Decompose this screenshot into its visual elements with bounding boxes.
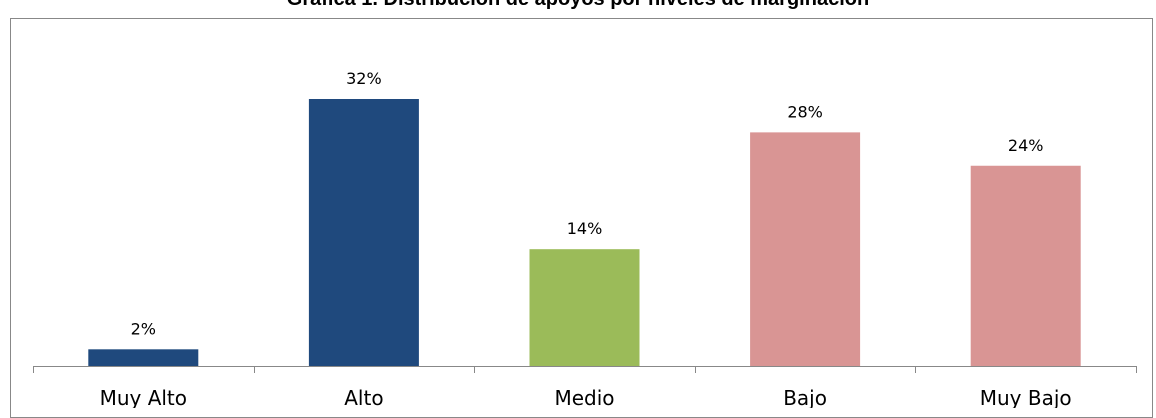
bar-chart: 2% Muy Alto 32% Alto 14% Medio 28% Bajo 24% Muy B… [33, 69, 1137, 408]
bar-muy-bajo [970, 165, 1081, 366]
chart-title: Gráfica 1. Distribución de apoyos por ni… [0, 0, 1156, 11]
bar-alto [308, 99, 419, 366]
category-label: Bajo [783, 386, 827, 408]
category-label: Alto [344, 386, 383, 408]
bar-medio [529, 249, 640, 366]
bar-bajo [750, 132, 861, 366]
category-label: Medio [554, 386, 614, 408]
data-label: 2% [131, 319, 156, 338]
data-label: 28% [787, 102, 823, 121]
data-label: 14% [567, 219, 603, 238]
bar-muy-alto [88, 349, 199, 366]
category-label: Muy Alto [100, 386, 187, 408]
data-label: 24% [1008, 136, 1044, 155]
data-label: 32% [346, 69, 382, 88]
category-label: Muy Bajo [980, 386, 1072, 408]
